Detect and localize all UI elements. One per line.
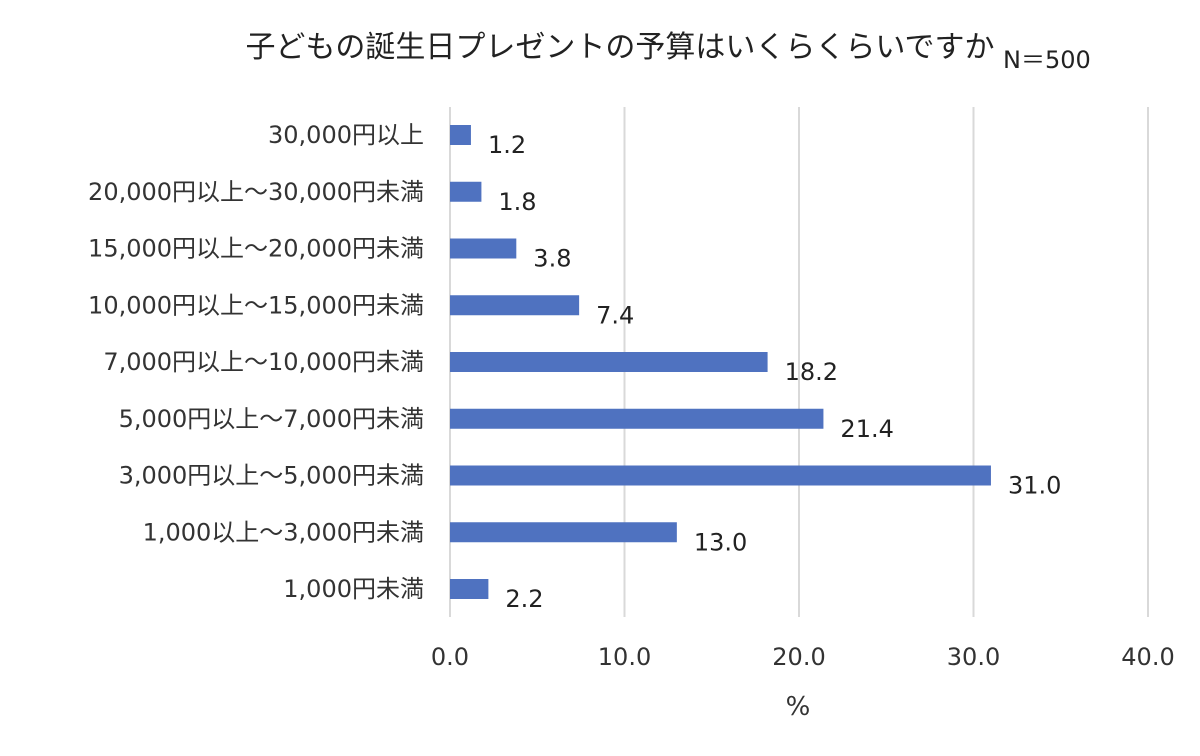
bar [450,522,677,543]
data-label: 7.4 [596,301,634,329]
data-label: 3.8 [533,245,571,273]
category-label: 10,000円以上～15,000円未満 [88,291,424,319]
bar [450,181,482,202]
bars [450,125,991,599]
data-label: 1.2 [488,131,526,159]
bar [450,295,580,316]
data-label: 31.0 [1008,472,1061,500]
category-label: 30,000円以上 [268,121,424,149]
category-labels: 30,000円以上 20,000円以上～30,000円未満 15,000円以上～20… [88,121,424,603]
data-label: 1.8 [498,188,536,216]
x-tick-label: 0.0 [431,643,469,671]
x-axis-label: % [786,692,811,722]
category-label: 1,000以上～3,000円未満 [143,518,424,546]
sample-size-label: N＝500 [1003,46,1091,74]
value-labels: 1.2 1.8 3.8 7.4 18.2 21.4 31.0 13.0 2.2 [488,131,1061,613]
chart-title: 子どもの誕生日プレゼントの予算はいくらくらいですか [245,30,995,65]
x-tick-label: 40.0 [1121,643,1174,671]
x-tick-label: 30.0 [947,643,1000,671]
category-label: 1,000円未満 [283,575,424,603]
category-label: 20,000円以上～30,000円未満 [88,178,424,206]
bar [450,352,768,372]
x-tick-label: 10.0 [598,643,651,671]
x-tick-labels: 0.0 10.0 20.0 30.0 40.0 [431,643,1175,671]
bar [450,125,471,145]
category-label: 15,000円以上～20,000円未満 [88,235,424,263]
bar [450,579,489,599]
category-label: 5,000円以上～7,000円未満 [119,405,424,433]
bar [450,238,517,259]
data-label: 18.2 [785,358,838,386]
bar [450,408,824,429]
category-label: 3,000円以上～5,000円未満 [119,462,424,490]
data-label: 13.0 [694,528,747,556]
bar [450,465,991,486]
data-label: 21.4 [840,415,893,443]
x-tick-label: 20.0 [772,643,825,671]
category-label: 7,000円以上～10,000円未満 [103,348,424,376]
data-label: 2.2 [505,585,543,613]
